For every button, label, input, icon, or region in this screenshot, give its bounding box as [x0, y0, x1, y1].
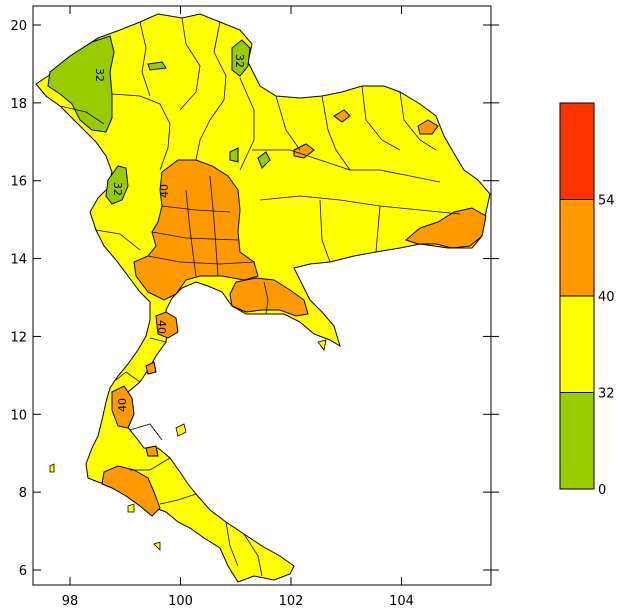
x-tick-label: 102: [279, 594, 304, 609]
zone-green-small-1: [147, 61, 167, 71]
zone-orange-north-east-2: [293, 143, 315, 159]
x-tick-label: 98: [62, 594, 79, 609]
boundary-line: [111, 93, 171, 171]
legend-label: 54: [598, 194, 615, 209]
boundary-line: [139, 21, 151, 97]
legend-label: 40: [598, 290, 615, 305]
contour-label: 40: [158, 184, 171, 198]
boundary-line: [243, 533, 263, 577]
boundary-line: [115, 371, 141, 383]
boundary-line: [179, 17, 201, 111]
boundary-line: [130, 457, 171, 471]
legend: 0 32 40 54: [559, 102, 615, 498]
boundary-line: [129, 423, 163, 441]
zone-orange-small-south: [145, 445, 159, 457]
boundary-line: [375, 205, 381, 253]
y-tick-label: 12: [10, 330, 27, 345]
zone-green-west: [105, 165, 129, 205]
zone-green-north: [231, 39, 251, 77]
boundary-line: [225, 521, 239, 567]
zone-green-small-3: [229, 147, 239, 163]
boundary-line: [185, 189, 197, 277]
zone-orange-peninsula-2: [111, 385, 135, 429]
legend-label: 0: [598, 483, 606, 498]
boundary-line: [239, 77, 255, 171]
boundary-line: [195, 21, 227, 161]
contour-label: 40: [155, 320, 168, 334]
x-axis-ticks: 98 100 102 104: [62, 6, 414, 609]
zone-orange-south: [101, 465, 161, 517]
zone-orange-east-coast: [229, 277, 309, 317]
legend-label: 32: [598, 387, 615, 402]
y-tick-label: 20: [10, 19, 27, 34]
contour-labels: 32 32 32 40 40 40: [93, 54, 246, 412]
boundary-line: [95, 229, 141, 251]
island: [49, 463, 55, 473]
boundary-line: [319, 199, 331, 263]
boundary-line: [275, 95, 301, 151]
zone-green-northwest: [47, 35, 115, 133]
y-tick-label: 10: [10, 408, 27, 423]
zone-orange-north-east-3: [333, 109, 351, 123]
boundary-line: [149, 337, 167, 343]
zone-orange-central: [133, 159, 259, 301]
zone-orange-small-west: [145, 361, 157, 375]
map-frame: [32, 5, 492, 586]
low-value-zones: [47, 35, 271, 205]
islands: [49, 339, 327, 551]
x-tick-label: 100: [168, 594, 193, 609]
y-tick-label: 18: [10, 97, 27, 112]
legend-swatch: [559, 102, 595, 200]
y-tick-label: 6: [19, 564, 27, 579]
boundary-line: [161, 205, 231, 213]
boundary-line: [209, 175, 219, 277]
boundary-line: [321, 95, 351, 171]
boundary-line: [147, 255, 255, 265]
zone-orange-peninsula-1: [155, 311, 179, 339]
province-boundaries: [59, 17, 461, 577]
island: [175, 423, 187, 437]
boundary-line: [399, 91, 437, 151]
contour-label: 40: [116, 398, 129, 412]
zone-orange-far-east: [405, 207, 487, 249]
legend-swatch: [559, 199, 595, 297]
contour-label: 32: [93, 68, 106, 82]
zone-orange-north-east-1: [417, 119, 439, 135]
boundary-line: [159, 493, 197, 505]
island: [153, 541, 161, 551]
boundary-line: [59, 105, 105, 125]
legend-swatch: [559, 295, 595, 393]
boundary-line: [361, 85, 401, 151]
zone-green-small-2: [257, 151, 271, 169]
high-value-zones: [101, 109, 487, 517]
y-tick-label: 14: [10, 253, 27, 268]
boundary-line: [259, 195, 461, 215]
legend-swatch: [559, 392, 595, 490]
contour-label: 32: [111, 182, 124, 196]
boundary-line: [151, 231, 239, 241]
y-tick-label: 8: [19, 486, 27, 501]
boundary-line: [263, 281, 269, 315]
y-axis-ticks: 6 8 10 12 14 16 18 20: [10, 19, 499, 579]
island: [127, 503, 135, 513]
island: [317, 339, 327, 351]
y-tick-label: 16: [10, 175, 27, 190]
x-tick-label: 104: [389, 594, 414, 609]
contour-label: 32: [233, 54, 246, 68]
